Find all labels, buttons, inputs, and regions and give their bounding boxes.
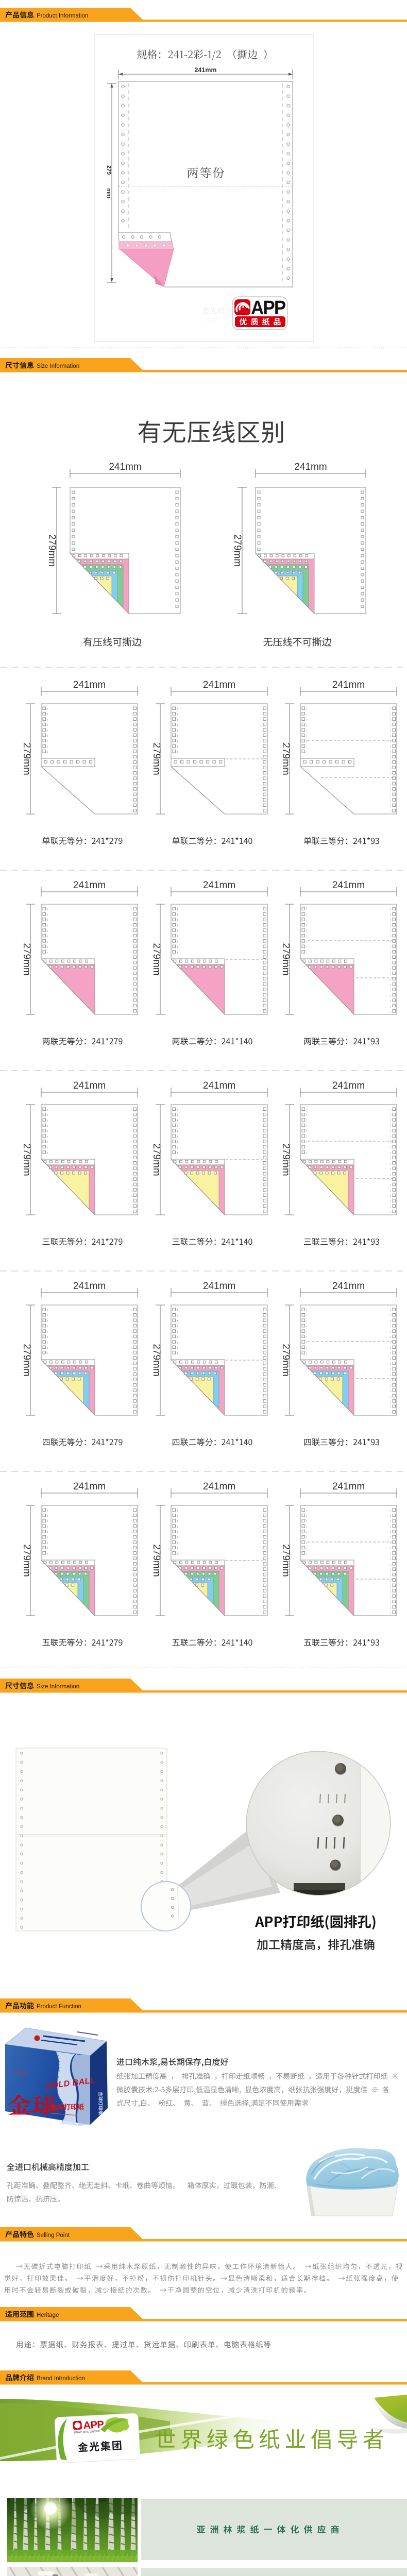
svg-text:279mm: 279mm	[151, 742, 162, 775]
svg-text:279mm: 279mm	[46, 534, 57, 567]
svg-text:Size Information: Size Information	[37, 363, 79, 369]
svg-text:mm: mm	[106, 188, 112, 198]
svg-text:241mm: 241mm	[332, 880, 365, 891]
svg-text:279mm: 279mm	[280, 943, 291, 975]
svg-text:241mm: 241mm	[73, 680, 106, 690]
svg-text:241mm: 241mm	[109, 462, 141, 472]
svg-text:Selling Point: Selling Point	[37, 2232, 70, 2239]
svg-text:241mm: 241mm	[73, 880, 106, 891]
svg-text:Size Information: Size Information	[37, 1684, 79, 1690]
svg-text:SINAR MAS GROUP: SINAR MAS GROUP	[73, 2430, 100, 2435]
svg-text:241mm: 241mm	[73, 1481, 106, 1492]
svg-text:279mm: 279mm	[280, 1344, 291, 1376]
svg-text:241mm: 241mm	[203, 680, 235, 690]
svg-text:241mm: 241mm	[294, 462, 327, 472]
svg-text:241mm: 241mm	[332, 1481, 365, 1492]
svg-text:241mm: 241mm	[332, 1281, 365, 1292]
svg-text:279mm: 279mm	[151, 1344, 162, 1376]
svg-text:279mm: 279mm	[280, 1143, 291, 1176]
svg-text:279mm: 279mm	[21, 742, 32, 775]
svg-text:279mm: 279mm	[151, 1143, 162, 1176]
svg-text:241mm: 241mm	[203, 1281, 235, 1292]
svg-text:Product Function: Product Function	[37, 2004, 81, 2010]
svg-text:241mm: 241mm	[73, 1080, 106, 1091]
svg-text:279mm: 279mm	[21, 1344, 32, 1376]
svg-text:279mm: 279mm	[280, 742, 291, 775]
svg-text:241mm: 241mm	[73, 1281, 106, 1292]
svg-text:241mm: 241mm	[203, 880, 235, 891]
svg-text:Product Information: Product Information	[37, 13, 88, 19]
svg-text:241mm: 241mm	[203, 1080, 235, 1091]
svg-text:279mm: 279mm	[232, 534, 243, 567]
svg-text:279mm: 279mm	[151, 943, 162, 975]
svg-text:241mm: 241mm	[332, 680, 365, 690]
svg-text:279: 279	[106, 165, 112, 175]
svg-text:APP: APP	[251, 297, 286, 319]
svg-text:279mm: 279mm	[21, 1544, 32, 1577]
svg-text:241mm: 241mm	[332, 1080, 365, 1091]
svg-text:241mm: 241mm	[194, 66, 216, 74]
svg-text:Brand Introduction: Brand Introduction	[37, 2376, 85, 2382]
svg-text:279mm: 279mm	[21, 943, 32, 975]
svg-text:241mm: 241mm	[203, 1481, 235, 1492]
svg-text:279mm: 279mm	[21, 1143, 32, 1176]
svg-text:Heritage: Heritage	[37, 2312, 59, 2318]
svg-text:APP: APP	[83, 2419, 104, 2431]
svg-text:279mm: 279mm	[280, 1544, 291, 1577]
svg-text:279mm: 279mm	[151, 1544, 162, 1577]
